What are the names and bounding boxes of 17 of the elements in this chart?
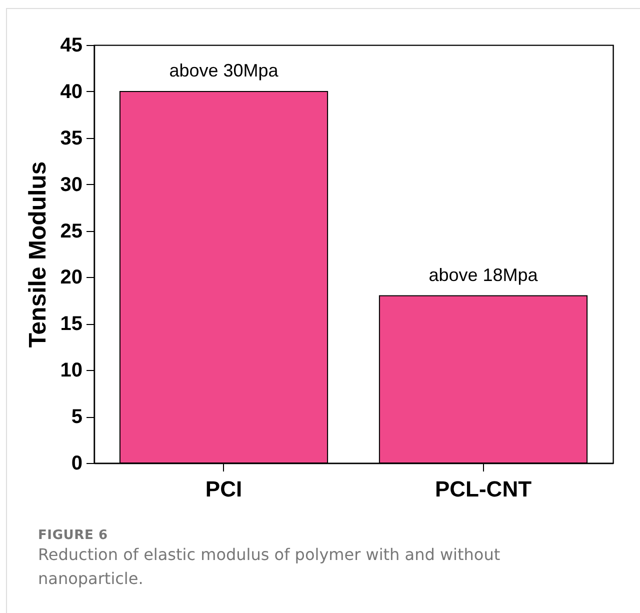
text: Reduction of elastic modulus of polymer with and without nanoparticle. — [38, 544, 502, 590]
x-tick-label: PCL-CNT — [434, 476, 532, 502]
data-label: above 18Mpa — [428, 264, 539, 285]
caption: FIGURE 6 — [38, 528, 109, 543]
y-tick-label: 0 — [71, 452, 82, 474]
y-tick-label: 45 — [60, 34, 82, 56]
data-label: above 30Mpa — [169, 60, 280, 80]
y-tick-label: 25 — [60, 220, 82, 242]
x-tick-label: PCI — [205, 476, 242, 502]
y-tick-label: 10 — [60, 360, 82, 382]
y-axis-title: Tensile Modulus — [24, 161, 52, 348]
y-tick-label: 5 — [71, 406, 82, 428]
y-tick-label: 30 — [60, 174, 82, 196]
y-tick-label: 15 — [60, 313, 82, 336]
y-tick-label: 40 — [60, 80, 82, 103]
y-tick-label: 20 — [60, 266, 82, 289]
y-tick-label: 35 — [60, 127, 82, 150]
